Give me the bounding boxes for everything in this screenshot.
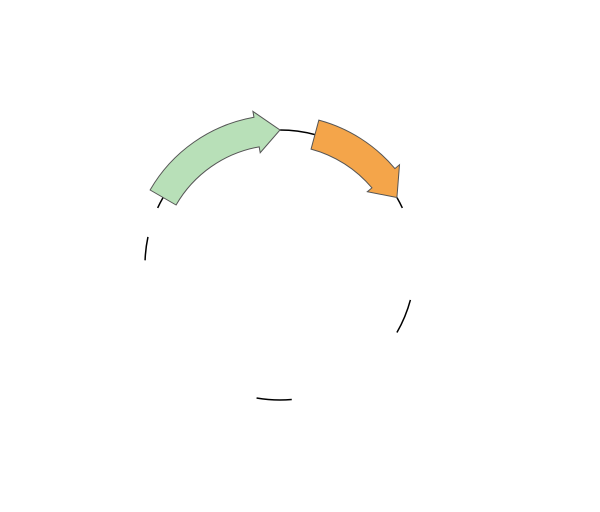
ring-gap <box>397 198 402 208</box>
ring-gap <box>158 198 163 208</box>
segment-cmv <box>150 111 280 205</box>
segment-unc <box>311 120 399 197</box>
ring-gap <box>145 237 148 260</box>
ring-gap <box>257 398 292 400</box>
ring-gap <box>280 130 315 135</box>
ring-gap <box>397 300 410 333</box>
